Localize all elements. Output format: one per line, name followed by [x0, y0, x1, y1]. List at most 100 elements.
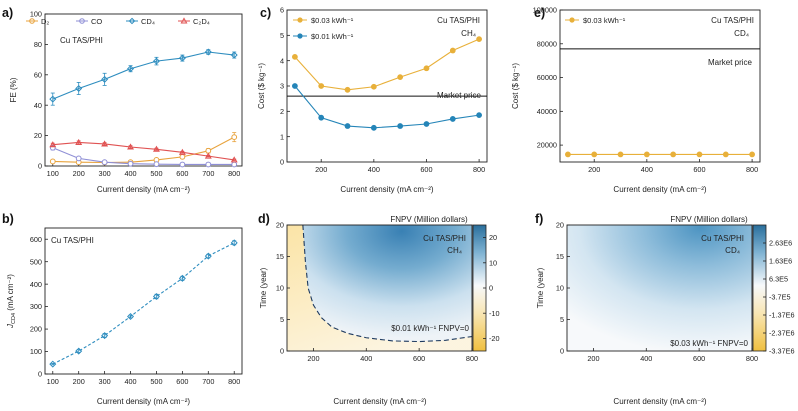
y-tick-label-b: 400 [30, 280, 42, 289]
data-point [205, 161, 212, 168]
data-point [344, 123, 351, 129]
y-tick-label-c: 5 [280, 31, 284, 40]
y-tick-label-a: 60 [34, 70, 42, 79]
y-tick-label-e: 100000 [533, 6, 557, 15]
heatmap-d-negative-region [287, 225, 472, 351]
x-tick-label-b: 800 [228, 377, 240, 386]
x-tick-label-b: 700 [202, 377, 214, 386]
panel-f-colorbar-title: FNPV (Million dollars) [670, 215, 748, 224]
y-tick-label-a: 100 [30, 10, 42, 19]
panel-a-ylabel: FE (%) [9, 77, 18, 102]
y-tick-label-d: 15 [276, 252, 284, 261]
panel-label-b: b) [2, 212, 14, 226]
data-point [291, 53, 298, 60]
colorbar-tick-label: 0 [489, 284, 493, 293]
panel-b-annotation: Cu TAS/PHI [51, 236, 94, 245]
y-tick-label-b: 0 [38, 370, 42, 379]
data-point [178, 274, 186, 282]
data-point [230, 156, 238, 163]
colorbar-tick-label: 20 [489, 233, 497, 242]
data-point [153, 161, 160, 168]
panel-e-legend: $0.03 kWh⁻¹ [565, 16, 626, 25]
x-tick-label-a: 800 [228, 169, 240, 178]
y-tick-label-b: 100 [30, 347, 42, 356]
y-tick-label-e: 60000 [537, 73, 557, 82]
data-point [670, 151, 677, 158]
panel-label-d: d) [258, 212, 270, 226]
data-point [230, 51, 238, 59]
data-point [75, 347, 83, 355]
y-tick-label-a: 80 [34, 40, 42, 49]
legend-label-d2: D₂ [41, 17, 49, 26]
y-tick-label-a: 0 [38, 162, 42, 171]
x-tick-label-d: 400 [360, 354, 372, 363]
legend-label-cd4: CD₄ [141, 17, 155, 26]
x-tick-label-f: 600 [693, 354, 705, 363]
x-tick-label-a: 700 [202, 169, 214, 178]
data-point [101, 332, 109, 340]
heatmap-f-positive-region [567, 225, 752, 351]
data-point [318, 83, 325, 89]
data-point [101, 140, 109, 147]
panel-a-legend: D₂ CO CD₄ C₂D₄ [26, 17, 210, 26]
data-point [370, 124, 377, 131]
data-point [749, 151, 756, 158]
y-tick-label-e: 80000 [537, 39, 557, 48]
data-point [449, 47, 456, 54]
panel-d-annotation-line1: Cu TAS/PHI [423, 234, 466, 243]
panel-label-f: f) [535, 212, 543, 226]
y-tick-label-e: 40000 [537, 107, 557, 116]
data-point [101, 159, 108, 166]
y-tick-label-c: 4 [280, 56, 284, 65]
x-tick-label-e: 400 [641, 165, 653, 174]
colorbar-tick-label: -2.37E6 [769, 329, 795, 338]
panel-e-market-price-label: Market price [708, 58, 753, 67]
data-point [291, 83, 298, 89]
data-point [476, 36, 483, 43]
y-tick-label-a: 20 [34, 131, 42, 140]
x-tick-label-b: 200 [73, 377, 85, 386]
data-point [591, 151, 598, 158]
legend-marker-cd4 [128, 17, 136, 25]
panel-e-xlabel: Current density (mA cm⁻²) [613, 185, 706, 194]
data-point [617, 151, 624, 158]
data-point [231, 134, 238, 141]
panel-c-legend: $0.03 kWh⁻¹ $0.01 kWh⁻¹ [293, 16, 354, 41]
panel-f-ylabel: Time (year) [536, 267, 545, 308]
y-tick-label-d: 5 [280, 315, 284, 324]
series-line-co [52, 147, 235, 166]
y-tick-label-d: 10 [276, 284, 284, 293]
data-point [178, 148, 186, 155]
y-tick-label-f: 5 [560, 315, 564, 324]
panel-d-ylabel: Time (year) [259, 267, 268, 308]
colorbar-tick-label: -3.37E6 [769, 347, 795, 356]
heatmap-d-contour [302, 225, 472, 343]
legend-label-001: $0.01 kWh⁻¹ [311, 32, 354, 41]
colorbar-tick-label: 10 [489, 258, 497, 267]
x-tick-label-e: 200 [588, 165, 600, 174]
panel-d-contour-label: $0.01 kWh⁻¹ FNPV=0 [391, 324, 469, 333]
panel-e-cd4-cost-chart: 200 400 600 800 20000 40000 60000 80000 100000 $… [511, 6, 761, 194]
x-tick-label-c: 400 [368, 165, 380, 174]
y-tick-label-e: 20000 [537, 141, 557, 150]
data-point [153, 145, 160, 152]
x-tick-label-d: 200 [307, 354, 319, 363]
data-point [204, 152, 212, 159]
data-point [178, 54, 186, 62]
data-point [449, 116, 456, 122]
y-tick-label-d: 20 [276, 221, 284, 230]
panel-b-ylabel: JCD4 (mA cm⁻²) [6, 274, 17, 329]
panel-a-frame [44, 13, 243, 167]
data-point [397, 74, 404, 81]
data-point [127, 143, 134, 150]
colorbar-tick-label: -10 [489, 309, 500, 318]
series-line-003kwh [294, 38, 480, 91]
data-point [564, 151, 571, 158]
series-line-001kwh [294, 85, 480, 129]
x-tick-label-a: 500 [150, 169, 162, 178]
y-tick-label-b: 200 [30, 325, 42, 334]
panel-e-frame [559, 9, 761, 163]
data-point [397, 123, 404, 129]
x-tick-label-b: 600 [176, 377, 188, 386]
